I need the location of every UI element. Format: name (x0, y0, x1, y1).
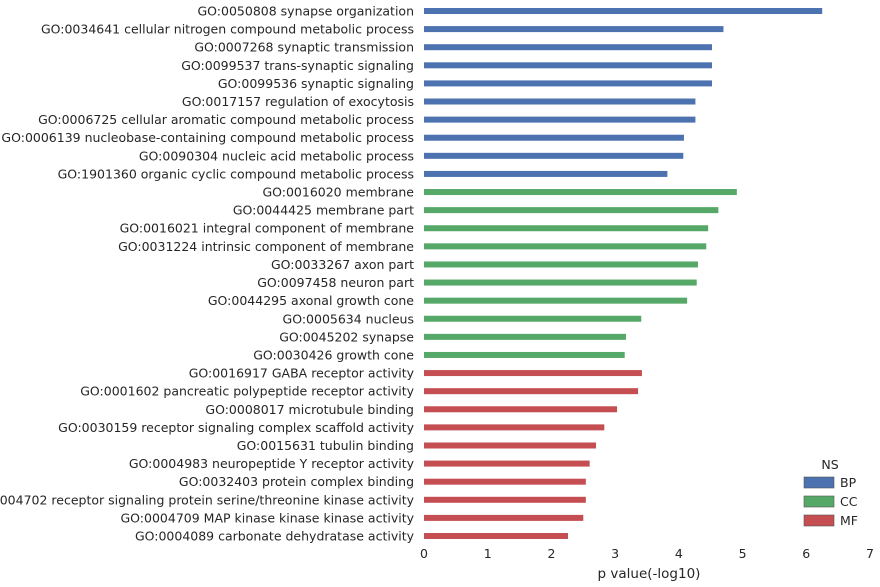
x-tick-label: 4 (675, 546, 683, 561)
legend: NS BP CC MF (803, 457, 858, 528)
x-tick-label: 7 (866, 546, 874, 561)
bar-bp (424, 8, 823, 14)
bar-bp (424, 44, 712, 51)
category-label: GO:0033267 axon part (271, 257, 414, 272)
category-label: GO:0030426 growth cone (253, 347, 414, 362)
bar-mf (424, 424, 605, 431)
category-label: GO:0004702 receptor signaling protein se… (0, 492, 415, 507)
category-label: GO:0006725 cellular aromatic compound me… (38, 112, 414, 127)
bar-cc (424, 225, 709, 232)
category-label: GO:0031224 intrinsic component of membra… (118, 239, 414, 254)
category-label: GO:0034641 cellular nitrogen compound me… (41, 22, 414, 37)
bar-mf (424, 496, 586, 503)
x-tick-label: 3 (611, 546, 619, 561)
category-label: GO:0008017 microtubule binding (205, 402, 414, 417)
legend-label: CC (840, 494, 858, 509)
category-label: GO:0097458 neuron part (257, 275, 414, 290)
legend-label: BP (840, 475, 857, 490)
bar-mf (424, 478, 586, 485)
bar-mf (424, 388, 639, 395)
category-label: GO:0005634 nucleus (283, 311, 414, 326)
legend-label: MF (840, 513, 858, 528)
legend-swatch-bp (803, 476, 835, 489)
bar-cc (424, 279, 697, 286)
category-label: GO:0030159 receptor signaling complex sc… (58, 420, 414, 435)
bar-mf (424, 460, 590, 467)
bar-bp (424, 170, 668, 177)
category-label: GO:0016021 integral component of membran… (120, 221, 415, 236)
bar-cc (424, 207, 719, 214)
category-label: GO:0007268 synaptic transmission (194, 40, 414, 55)
category-labels: GO:0050808 synapse organization GO:003464… (0, 4, 415, 544)
category-label: GO:0004983 neuropeptide Y receptor activ… (129, 456, 415, 471)
category-label: GO:1901360 organic cyclic compound metab… (58, 166, 414, 181)
bar-bp (424, 26, 724, 33)
category-label: GO:0044295 axonal growth cone (208, 293, 414, 308)
category-label: GO:0099536 synaptic signaling (218, 76, 414, 91)
bar-cc (424, 189, 737, 196)
x-tick-label: 5 (739, 546, 747, 561)
legend-swatch-mf (803, 514, 835, 527)
bar-cc (424, 261, 698, 268)
category-label: GO:0032403 protein complex binding (179, 474, 414, 489)
category-label: GO:0090304 nucleic acid metabolic proces… (139, 148, 414, 163)
category-label: GO:0015631 tubulin binding (237, 438, 414, 453)
bar-cc (424, 297, 688, 304)
x-tick-label: 1 (484, 546, 492, 561)
x-tick-label: 0 (420, 546, 428, 561)
x-tick-label: 2 (547, 546, 555, 561)
x-axis-label: p value(-log10) (598, 566, 701, 582)
bars-group (424, 8, 823, 539)
bar-bp (424, 134, 684, 141)
legend-swatch-cc (803, 495, 835, 508)
category-label: GO:0044425 membrane part (233, 203, 414, 218)
bar-cc (424, 243, 707, 250)
category-label: GO:0099537 trans-synaptic signaling (181, 58, 414, 73)
bar-mf (424, 442, 597, 449)
bar-mf (424, 370, 642, 377)
bar-bp (424, 116, 696, 123)
bar-mf (424, 406, 618, 413)
bar-mf (424, 514, 584, 521)
bar-bp (424, 62, 712, 69)
category-label: GO:0004089 carbonate dehydratase activit… (135, 529, 415, 544)
category-label: GO:0016020 membrane (262, 185, 414, 200)
category-label: GO:0001602 pancreatic polypeptide recept… (80, 384, 414, 399)
bar-bp (424, 80, 712, 87)
bar-bp (424, 152, 684, 159)
x-axis-ticks: 0 1 2 3 4 5 6 7 (420, 546, 874, 561)
category-label: GO:0050808 synapse organization (198, 4, 415, 19)
category-label: GO:0045202 synapse (279, 329, 414, 344)
category-label: GO:0017157 regulation of exocytosis (182, 94, 414, 109)
category-label: GO:0016917 GABA receptor activity (189, 366, 415, 381)
bar-cc (424, 351, 625, 358)
bar-cc (424, 333, 626, 340)
legend-title: NS (821, 457, 838, 472)
category-label: GO:0006139 nucleobase-containing compoun… (1, 130, 414, 145)
x-tick-label: 6 (802, 546, 810, 561)
bar-bp (424, 98, 696, 105)
bar-mf (424, 533, 568, 539)
bar-cc (424, 315, 642, 322)
category-label: GO:0004709 MAP kinase kinase kinase acti… (121, 510, 415, 525)
